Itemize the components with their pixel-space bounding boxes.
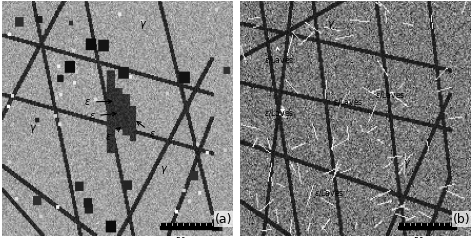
Bar — [160, 223, 218, 228]
Text: $\gamma$: $\gamma$ — [327, 19, 335, 31]
Bar — [398, 223, 456, 228]
Text: $\varepsilon$/Laves: $\varepsilon$/Laves — [314, 187, 345, 198]
Text: 50 μm: 50 μm — [176, 237, 201, 238]
Text: $\varepsilon$: $\varepsilon$ — [137, 121, 156, 139]
Text: (a): (a) — [215, 213, 233, 226]
Text: $\varepsilon$: $\varepsilon$ — [89, 111, 116, 121]
Text: $\varepsilon$: $\varepsilon$ — [84, 97, 112, 107]
Text: $\varepsilon$/Laves: $\varepsilon$/Laves — [264, 47, 294, 65]
Text: $\gamma$: $\gamma$ — [403, 158, 411, 170]
Text: $\varepsilon$/Laves: $\varepsilon$/Laves — [375, 89, 405, 100]
Text: $\varepsilon$: $\varepsilon$ — [105, 128, 120, 142]
Text: 50 μm: 50 μm — [414, 237, 438, 238]
Text: (b): (b) — [453, 213, 471, 226]
Text: $\varepsilon$/Laves: $\varepsilon$/Laves — [264, 107, 294, 118]
Text: $\varepsilon$/Laves: $\varepsilon$/Laves — [333, 96, 364, 107]
Text: $\gamma$: $\gamma$ — [160, 164, 168, 176]
Text: $\gamma$: $\gamma$ — [139, 19, 147, 31]
Text: $\gamma$: $\gamma$ — [28, 123, 37, 135]
